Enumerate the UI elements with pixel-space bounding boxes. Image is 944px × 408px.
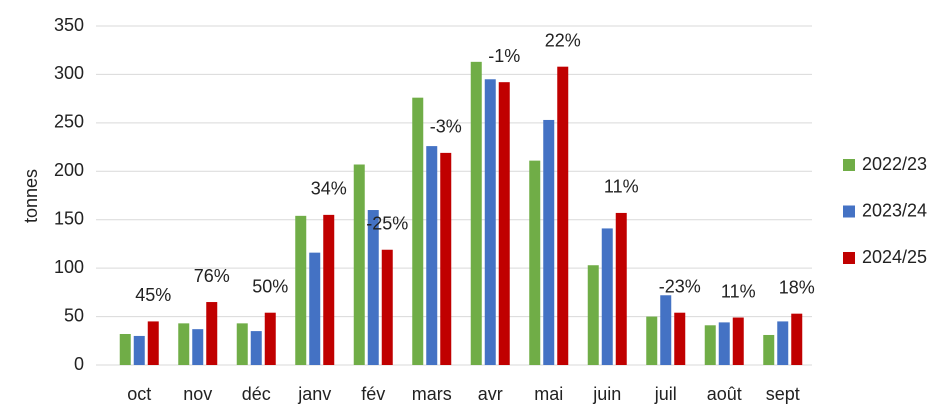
bar <box>601 228 613 365</box>
bar <box>119 334 131 365</box>
bar <box>178 323 190 365</box>
x-tick-label: janv <box>297 384 331 404</box>
x-tick-label: déc <box>242 384 271 404</box>
bar <box>323 214 335 365</box>
annotation: 11% <box>721 281 756 301</box>
x-tick-label: fév <box>361 384 385 404</box>
y-tick-label: 200 <box>54 160 84 180</box>
annotation: -1% <box>488 46 520 66</box>
bar <box>557 66 569 366</box>
bar <box>674 312 686 365</box>
bar <box>147 321 159 365</box>
bar <box>295 215 307 365</box>
bar <box>543 119 555 365</box>
bar <box>426 146 438 365</box>
y-tick-label: 100 <box>54 257 84 277</box>
y-tick-label: 250 <box>54 112 84 132</box>
bar <box>236 323 248 365</box>
bar <box>498 82 510 366</box>
legend-label: 2023/24 <box>862 200 927 220</box>
annotation: 76% <box>194 266 230 286</box>
bar <box>250 331 262 365</box>
bar <box>440 152 452 365</box>
y-tick-label: 0 <box>74 354 84 374</box>
bar <box>587 265 599 365</box>
bar <box>718 322 730 365</box>
x-tick-label: nov <box>183 384 212 404</box>
y-tick-label: 350 <box>54 15 84 35</box>
y-tick-label: 300 <box>54 63 84 83</box>
bar <box>791 313 803 365</box>
legend-swatch <box>843 205 855 218</box>
annotation: 34% <box>311 179 347 199</box>
bar <box>732 317 744 365</box>
bar <box>763 334 775 365</box>
annotation: 11% <box>604 177 639 197</box>
bar <box>484 79 496 366</box>
y-tick-label: 150 <box>54 208 84 228</box>
bar <box>309 252 321 365</box>
legend-swatch <box>843 159 855 171</box>
y-tick-label: 50 <box>64 305 84 325</box>
x-tick-label: mai <box>534 384 563 404</box>
x-tick-label: août <box>707 384 742 404</box>
bar <box>264 312 276 365</box>
annotation: 22% <box>545 30 581 50</box>
annotation: -23% <box>659 276 701 296</box>
bar <box>206 302 218 365</box>
bar <box>660 295 672 365</box>
legend-swatch <box>843 252 855 264</box>
bar <box>646 316 658 365</box>
bar <box>192 329 204 365</box>
y-axis-label: tonnes <box>21 169 41 223</box>
x-tick-label: sept <box>766 384 800 404</box>
bar <box>470 61 482 365</box>
x-tick-label: mars <box>412 384 452 404</box>
bar <box>615 212 627 365</box>
bar <box>777 321 789 365</box>
bar <box>367 210 379 365</box>
bar <box>353 164 365 365</box>
annotation: -25% <box>366 213 408 233</box>
legend-label: 2022/23 <box>862 154 927 174</box>
x-tick-label: oct <box>127 384 151 404</box>
bar <box>133 335 145 365</box>
annotation: 18% <box>779 277 815 297</box>
legend-label: 2024/25 <box>862 247 927 267</box>
bar <box>381 249 393 365</box>
x-tick-label: avr <box>478 384 503 404</box>
annotation: 45% <box>135 285 171 305</box>
x-tick-label: juil <box>654 384 677 404</box>
bar <box>529 160 541 365</box>
annotation: 50% <box>252 276 288 296</box>
annotation: -3% <box>430 117 462 137</box>
x-tick-label: juin <box>592 384 621 404</box>
bar <box>704 325 716 365</box>
bar <box>412 97 424 365</box>
